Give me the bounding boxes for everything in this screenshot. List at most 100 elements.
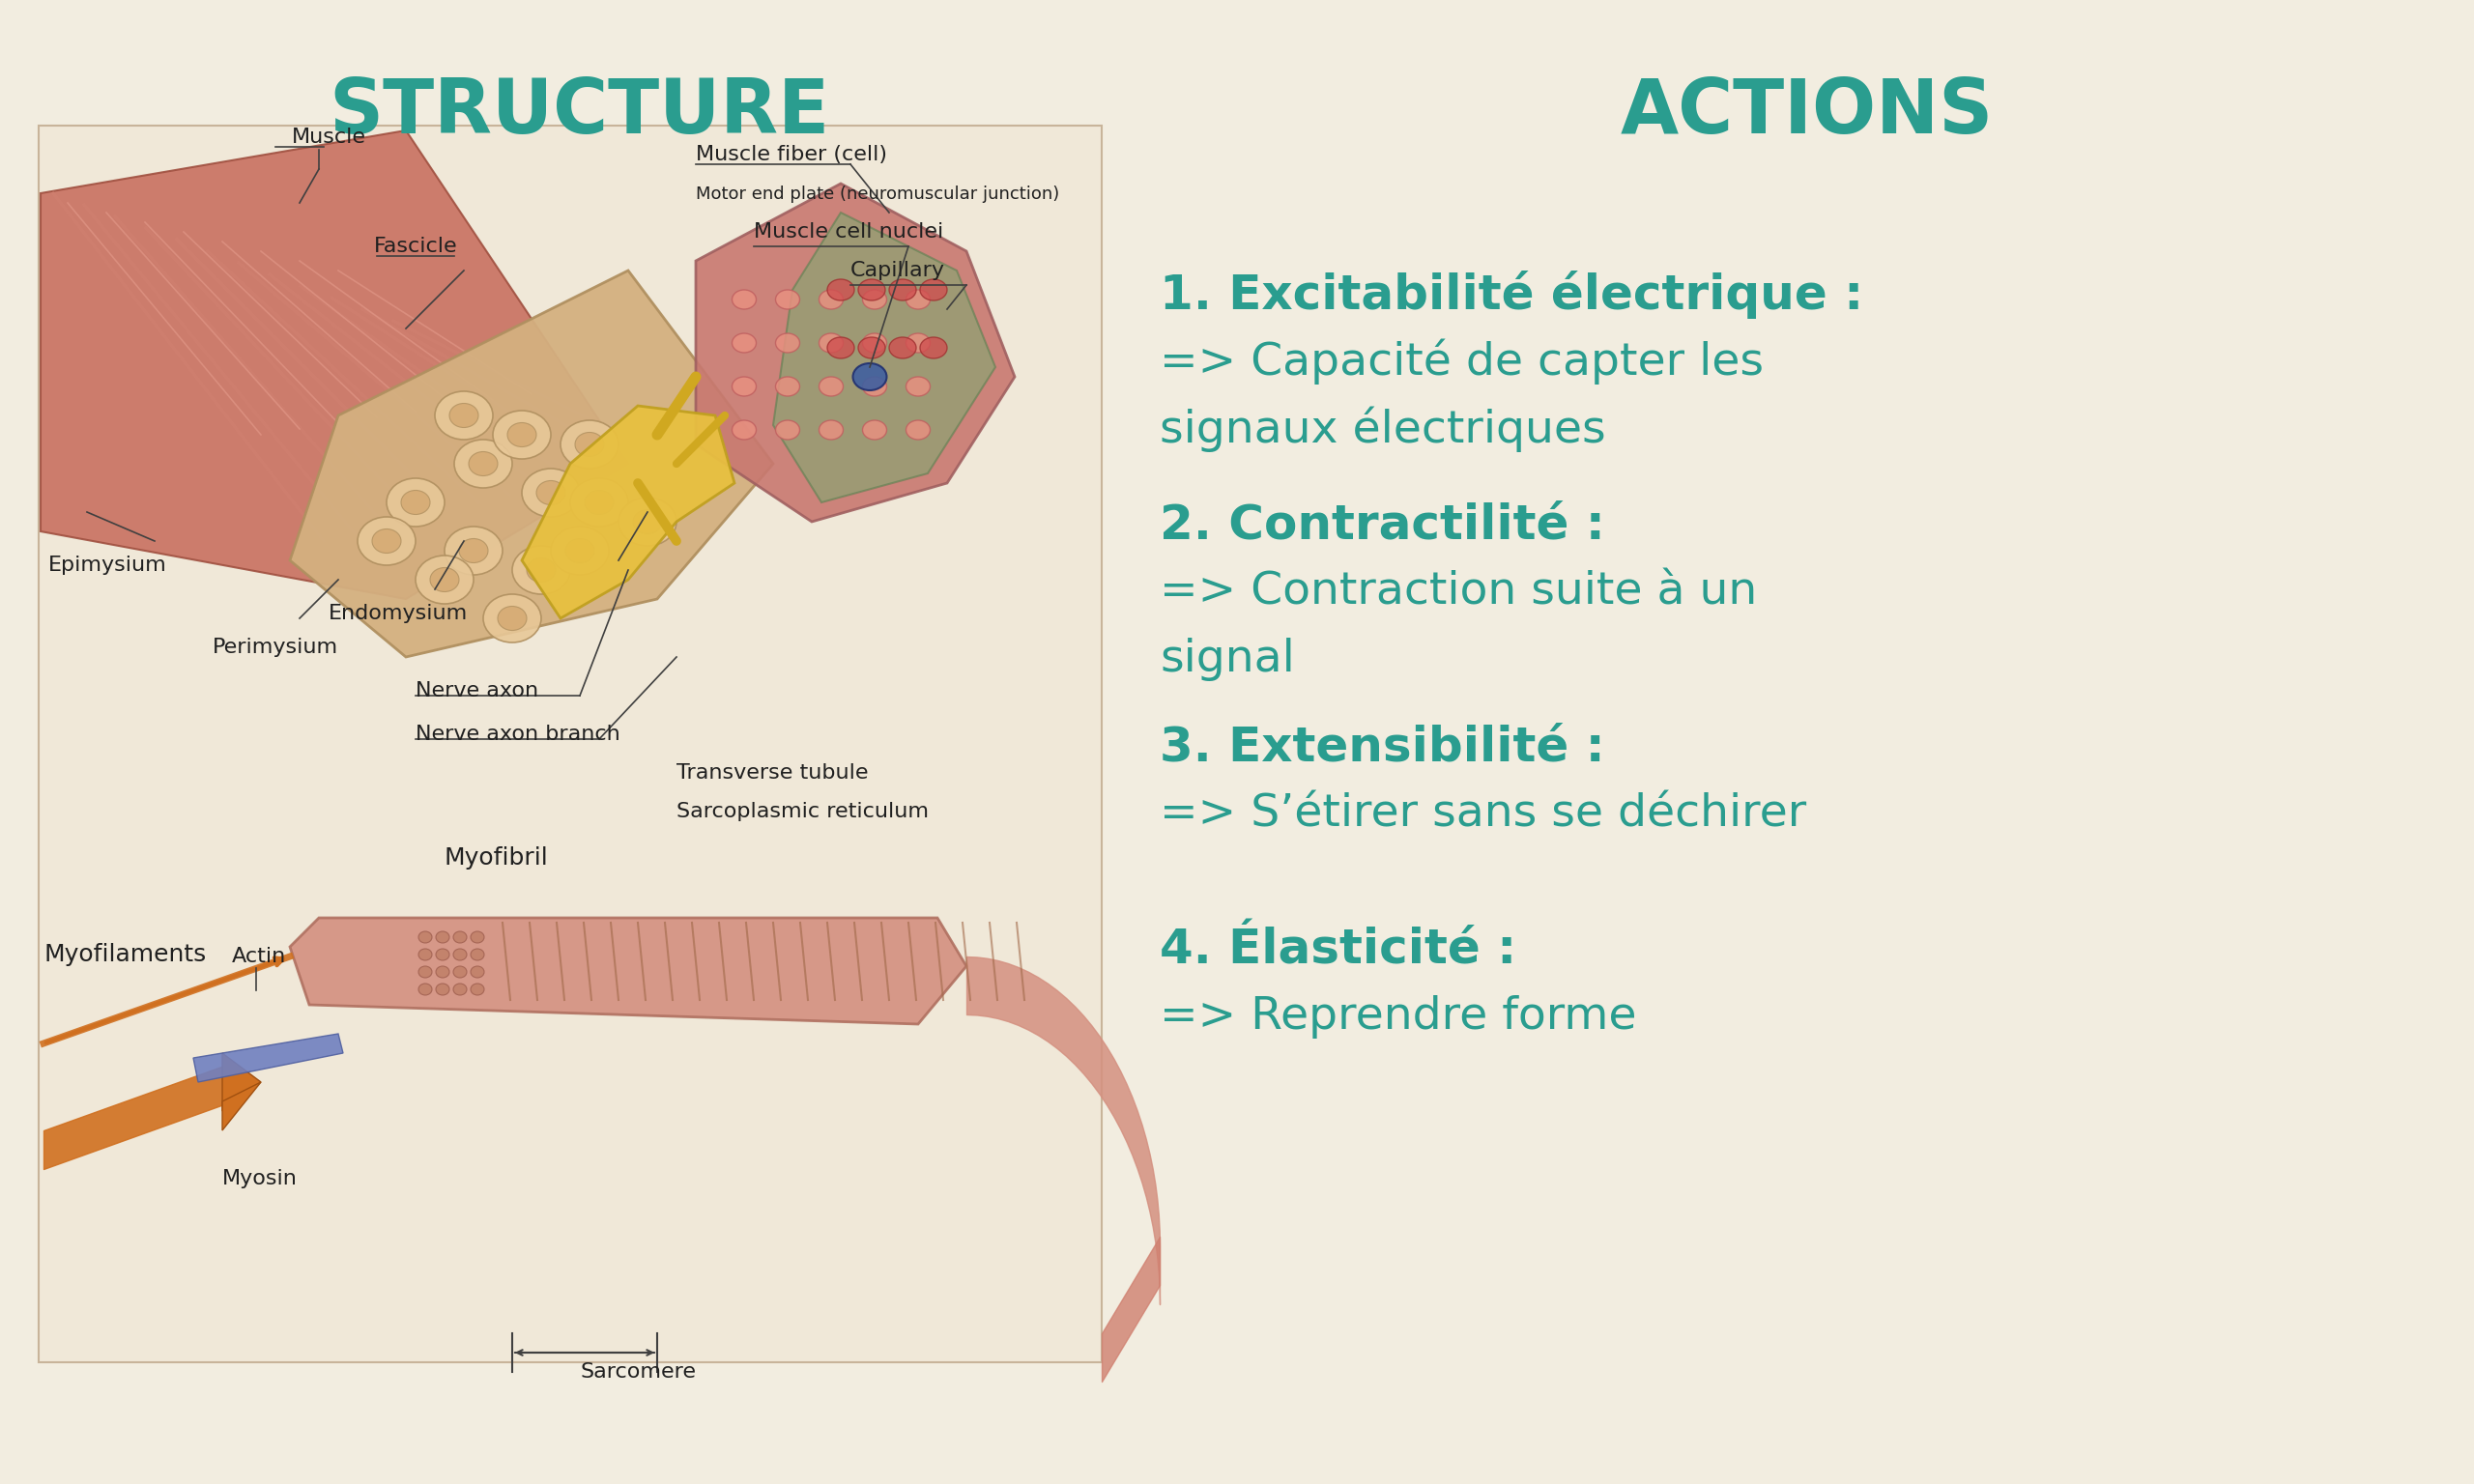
Text: signal: signal — [1160, 638, 1294, 681]
Text: 3. Extensibilité :: 3. Extensibilité : — [1160, 724, 1606, 772]
Text: Actin: Actin — [233, 947, 287, 966]
Ellipse shape — [418, 966, 433, 978]
Text: signaux électriques: signaux électriques — [1160, 405, 1606, 451]
Polygon shape — [289, 917, 967, 1024]
Ellipse shape — [416, 555, 473, 604]
Text: Epimysium: Epimysium — [49, 555, 166, 574]
Ellipse shape — [453, 932, 468, 942]
Ellipse shape — [569, 478, 628, 527]
Text: 4. Élasticité :: 4. Élasticité : — [1160, 928, 1517, 974]
Ellipse shape — [863, 334, 886, 353]
Text: Perimysium: Perimysium — [213, 638, 339, 657]
Ellipse shape — [774, 334, 799, 353]
Ellipse shape — [435, 966, 450, 978]
Polygon shape — [289, 270, 772, 657]
FancyBboxPatch shape — [40, 126, 1101, 1362]
Text: Sarcomere: Sarcomere — [579, 1362, 695, 1382]
Polygon shape — [223, 1082, 260, 1131]
Ellipse shape — [819, 377, 844, 396]
Polygon shape — [223, 1054, 260, 1112]
Text: Sarcoplasmic reticulum: Sarcoplasmic reticulum — [675, 801, 928, 821]
Ellipse shape — [460, 539, 487, 562]
Ellipse shape — [618, 497, 675, 546]
Ellipse shape — [574, 432, 604, 457]
Text: 2. Contractilité :: 2. Contractilité : — [1160, 503, 1606, 549]
Ellipse shape — [863, 420, 886, 439]
Ellipse shape — [371, 528, 401, 554]
Ellipse shape — [470, 948, 485, 960]
Ellipse shape — [418, 948, 433, 960]
Text: Myofilaments: Myofilaments — [45, 942, 205, 966]
Ellipse shape — [522, 469, 579, 516]
Ellipse shape — [920, 279, 948, 300]
Ellipse shape — [920, 337, 948, 359]
Text: Fascicle: Fascicle — [374, 237, 458, 257]
Ellipse shape — [562, 420, 618, 469]
Ellipse shape — [418, 984, 433, 996]
Text: => S’étirer sans se déchirer: => S’étirer sans se déchirer — [1160, 792, 1806, 835]
Ellipse shape — [445, 527, 502, 574]
Ellipse shape — [633, 509, 663, 534]
Ellipse shape — [732, 420, 757, 439]
Ellipse shape — [497, 607, 527, 631]
Text: ACTIONS: ACTIONS — [1620, 76, 1994, 148]
Ellipse shape — [482, 594, 542, 643]
Ellipse shape — [905, 334, 930, 353]
Ellipse shape — [819, 289, 844, 309]
Ellipse shape — [401, 490, 430, 515]
Ellipse shape — [826, 279, 854, 300]
Text: => Contraction suite à un: => Contraction suite à un — [1160, 570, 1757, 613]
Ellipse shape — [359, 516, 416, 565]
Ellipse shape — [858, 279, 886, 300]
Ellipse shape — [418, 932, 433, 942]
Ellipse shape — [430, 567, 460, 592]
Ellipse shape — [552, 527, 609, 574]
Ellipse shape — [453, 984, 468, 996]
Text: => Reprendre forme: => Reprendre forme — [1160, 996, 1638, 1039]
Text: 1. Excitabilité électrique :: 1. Excitabilité électrique : — [1160, 270, 1863, 319]
Ellipse shape — [732, 377, 757, 396]
Ellipse shape — [854, 364, 886, 390]
Text: Transverse tubule: Transverse tubule — [675, 763, 868, 782]
Ellipse shape — [888, 279, 915, 300]
Ellipse shape — [470, 984, 485, 996]
Ellipse shape — [905, 289, 930, 309]
Text: Nerve axon: Nerve axon — [416, 681, 539, 700]
Ellipse shape — [888, 337, 915, 359]
Text: Nerve axon branch: Nerve axon branch — [416, 724, 621, 743]
Polygon shape — [772, 212, 995, 503]
Ellipse shape — [455, 439, 512, 488]
Text: STRUCTURE: STRUCTURE — [329, 76, 831, 148]
Ellipse shape — [435, 948, 450, 960]
Ellipse shape — [468, 451, 497, 476]
Ellipse shape — [905, 420, 930, 439]
Ellipse shape — [584, 490, 614, 515]
Ellipse shape — [732, 289, 757, 309]
Ellipse shape — [512, 546, 569, 594]
Polygon shape — [695, 184, 1014, 522]
Polygon shape — [193, 1034, 344, 1082]
Text: Muscle: Muscle — [292, 128, 366, 147]
Ellipse shape — [470, 966, 485, 978]
Text: Muscle cell nuclei: Muscle cell nuclei — [755, 223, 943, 242]
Ellipse shape — [453, 948, 468, 960]
Ellipse shape — [435, 932, 450, 942]
Ellipse shape — [819, 334, 844, 353]
Polygon shape — [40, 131, 628, 600]
Ellipse shape — [774, 420, 799, 439]
Text: Endomysium: Endomysium — [329, 604, 468, 623]
Ellipse shape — [774, 289, 799, 309]
Text: => Capacité de capter les: => Capacité de capter les — [1160, 338, 1764, 384]
Ellipse shape — [732, 334, 757, 353]
Text: Myosin: Myosin — [223, 1169, 297, 1189]
Ellipse shape — [492, 411, 552, 459]
Ellipse shape — [527, 558, 557, 582]
Ellipse shape — [819, 420, 844, 439]
Ellipse shape — [863, 289, 886, 309]
Ellipse shape — [507, 423, 537, 447]
Ellipse shape — [470, 932, 485, 942]
Text: Muscle fiber (cell): Muscle fiber (cell) — [695, 145, 888, 165]
Ellipse shape — [858, 337, 886, 359]
Ellipse shape — [386, 478, 445, 527]
Polygon shape — [522, 405, 735, 619]
